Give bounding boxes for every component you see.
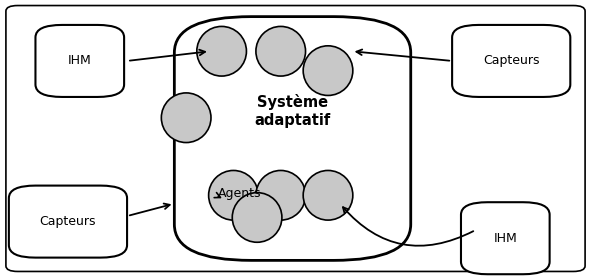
- FancyBboxPatch shape: [6, 6, 585, 271]
- Text: Capteurs: Capteurs: [483, 55, 540, 67]
- Text: Agents: Agents: [217, 188, 261, 200]
- Ellipse shape: [161, 93, 211, 143]
- Ellipse shape: [256, 170, 306, 220]
- Ellipse shape: [256, 26, 306, 76]
- Ellipse shape: [232, 193, 282, 242]
- FancyBboxPatch shape: [35, 25, 124, 97]
- Text: IHM: IHM: [68, 55, 92, 67]
- Ellipse shape: [303, 170, 353, 220]
- Ellipse shape: [303, 46, 353, 96]
- Text: Système
adaptatif: Système adaptatif: [254, 94, 331, 127]
- FancyBboxPatch shape: [9, 186, 127, 258]
- FancyBboxPatch shape: [174, 17, 411, 260]
- Ellipse shape: [209, 170, 258, 220]
- FancyBboxPatch shape: [461, 202, 550, 274]
- Text: Capteurs: Capteurs: [40, 215, 96, 228]
- FancyBboxPatch shape: [452, 25, 570, 97]
- Text: IHM: IHM: [493, 232, 517, 245]
- Ellipse shape: [197, 26, 246, 76]
